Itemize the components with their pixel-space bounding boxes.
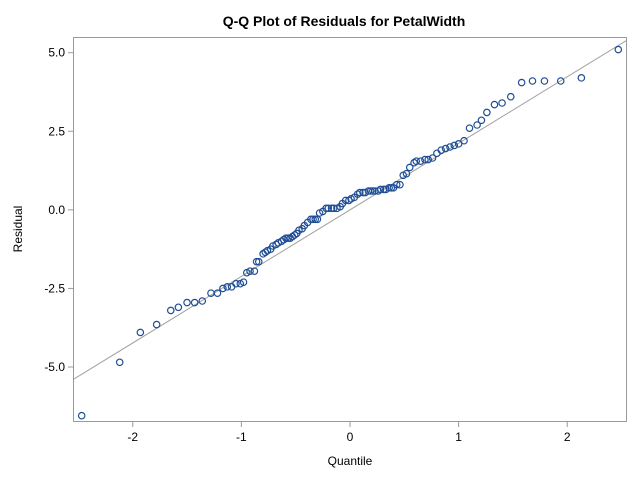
data-point: [371, 187, 379, 195]
data-point: [136, 328, 145, 337]
data-point: [327, 204, 336, 213]
plot-area: [73, 39, 627, 420]
x-axis-label: Quantile: [328, 454, 373, 468]
x-tick-label: 0: [347, 430, 354, 444]
data-point: [379, 185, 388, 194]
data-point: [345, 196, 353, 205]
data-point: [473, 121, 481, 129]
data-point: [322, 204, 330, 213]
data-point: [437, 146, 446, 154]
data-point: [528, 77, 537, 85]
data-point: [405, 163, 414, 172]
data-point: [396, 180, 404, 189]
axes: -2 -1 0 1 2 -5.0 -2.5 0.0 2.5 5.0: [44, 37, 627, 444]
data-point: [152, 320, 161, 329]
data-point: [416, 157, 425, 165]
data-point: [198, 297, 207, 305]
data-point: [614, 45, 623, 54]
data-point: [254, 257, 263, 266]
data-point: [252, 257, 261, 266]
data-point: [355, 188, 364, 197]
data-point: [239, 278, 248, 286]
data-point: [477, 116, 486, 125]
data-point: [376, 185, 385, 194]
data-point: [77, 411, 86, 420]
data-point: [387, 184, 396, 192]
data-point: [421, 155, 429, 164]
y-axis-label: Residual: [11, 206, 25, 253]
data-point: [190, 298, 199, 307]
chart-title: Q-Q Plot of Residuals for PetalWidth: [223, 13, 466, 29]
data-point: [402, 169, 411, 178]
data-point: [284, 234, 292, 242]
data-point: [392, 180, 401, 189]
data-point: [498, 99, 506, 107]
data-point: [517, 78, 526, 87]
y-tick-label: 0.0: [48, 203, 65, 217]
data-point: [483, 108, 491, 117]
data-point: [465, 124, 474, 132]
data-point: [183, 298, 191, 307]
data-point: [490, 100, 499, 109]
x-tick-label: 1: [455, 430, 462, 444]
data-point: [353, 190, 362, 198]
data-point: [359, 188, 367, 197]
data-point: [223, 283, 232, 291]
x-tick-label: 2: [564, 430, 571, 444]
data-point: [232, 279, 240, 288]
data-point: [272, 240, 280, 249]
data-point: [115, 358, 124, 367]
data-point: [428, 154, 437, 162]
x-tick-label: -2: [127, 430, 138, 444]
data-point: [385, 184, 393, 192]
data-point: [311, 215, 320, 224]
data-point: [506, 92, 515, 101]
data-point: [454, 140, 463, 148]
y-tick-label: 5.0: [48, 46, 65, 60]
data-point: [577, 74, 586, 82]
y-tick-label: -5.0: [44, 360, 65, 374]
data-point: [374, 187, 383, 195]
data-point: [174, 303, 183, 312]
y-tick-label: -2.5: [44, 281, 65, 295]
data-point: [446, 143, 454, 151]
x-tick-label: -1: [236, 430, 247, 444]
reference-line: [73, 39, 627, 380]
data-point: [324, 204, 333, 213]
data-point: [341, 196, 350, 205]
data-point: [261, 248, 270, 257]
data-point: [213, 289, 222, 297]
data-point: [450, 141, 459, 150]
data-point: [369, 187, 377, 195]
data-point: [441, 144, 450, 153]
data-point: [460, 136, 468, 145]
data-point: [540, 77, 549, 85]
data-point: [219, 284, 227, 293]
data-point: [366, 187, 375, 195]
data-point: [309, 215, 317, 224]
data-point: [424, 155, 433, 164]
data-point: [246, 267, 254, 275]
y-tick-label: 2.5: [48, 124, 65, 138]
data-point: [412, 157, 421, 165]
data-point: [250, 267, 259, 275]
data-point: [166, 306, 175, 315]
plot-frame: [73, 37, 627, 422]
data-point: [556, 77, 565, 85]
data-point: [290, 231, 299, 239]
